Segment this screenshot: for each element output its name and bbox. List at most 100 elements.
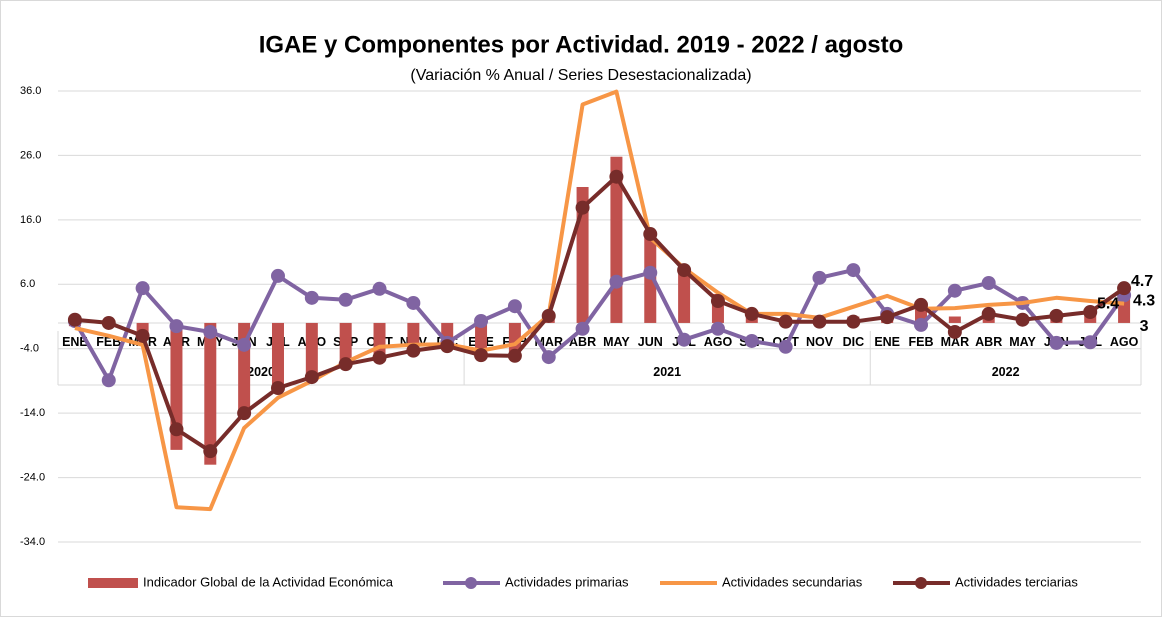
marker bbox=[914, 297, 929, 312]
marker bbox=[406, 343, 421, 358]
legend-label: Actividades terciarias bbox=[955, 574, 1078, 589]
bar bbox=[948, 316, 961, 323]
marker bbox=[135, 328, 150, 343]
marker bbox=[710, 321, 725, 336]
x-tick-label: MAY bbox=[1009, 335, 1036, 349]
bar bbox=[508, 322, 521, 352]
marker bbox=[947, 283, 962, 298]
marker bbox=[812, 314, 827, 329]
marker bbox=[981, 275, 996, 290]
marker bbox=[643, 227, 658, 242]
marker bbox=[914, 317, 929, 332]
marker bbox=[880, 310, 895, 325]
x-tick-label: AGO bbox=[1110, 335, 1139, 349]
line bbox=[74, 174, 1126, 454]
legend-label: Actividades primarias bbox=[505, 574, 629, 589]
marker bbox=[270, 268, 285, 283]
data-label: 5.4 bbox=[1097, 295, 1119, 312]
marker bbox=[474, 314, 489, 329]
x-tick-label: ABR bbox=[975, 335, 1002, 349]
x-tick-label: AGO bbox=[704, 335, 733, 349]
marker bbox=[575, 321, 590, 336]
x-tick-label: FEB bbox=[909, 335, 934, 349]
chart-subtitle: (Variación % Anual / Series Desestaciona… bbox=[410, 67, 751, 84]
marker bbox=[744, 306, 759, 321]
data-label: 4.7 bbox=[1131, 273, 1153, 290]
y-tick-label: -14.0 bbox=[20, 407, 45, 419]
marker bbox=[270, 381, 285, 396]
bar bbox=[339, 322, 352, 365]
year-label: 2020 bbox=[247, 365, 275, 379]
marker bbox=[203, 444, 218, 459]
marker bbox=[406, 295, 421, 310]
legend-label: Indicador Global de la Actividad Económi… bbox=[143, 574, 394, 589]
marker bbox=[67, 312, 82, 327]
x-tick-label: ENE bbox=[874, 335, 900, 349]
year-label: 2021 bbox=[653, 365, 681, 379]
marker bbox=[101, 373, 116, 388]
marker bbox=[1015, 312, 1030, 327]
marker bbox=[846, 263, 861, 278]
y-tick-label: -24.0 bbox=[20, 471, 45, 483]
marker bbox=[778, 339, 793, 354]
marker bbox=[846, 314, 861, 329]
marker bbox=[947, 324, 962, 339]
marker bbox=[812, 270, 827, 285]
y-tick-label: -4.0 bbox=[20, 343, 39, 355]
marker bbox=[338, 357, 353, 372]
marker bbox=[440, 339, 455, 354]
year-label: 2022 bbox=[992, 365, 1020, 379]
marker bbox=[677, 332, 692, 347]
marker bbox=[101, 315, 116, 330]
marker bbox=[1083, 335, 1098, 350]
x-tick-label: ENE bbox=[62, 335, 88, 349]
marker bbox=[609, 169, 624, 184]
marker bbox=[1049, 308, 1064, 323]
marker bbox=[710, 294, 725, 309]
data-label: 3 bbox=[1140, 318, 1149, 335]
legend-swatch bbox=[88, 578, 138, 588]
marker bbox=[1117, 281, 1132, 296]
marker bbox=[778, 314, 793, 329]
marker bbox=[304, 370, 319, 385]
y-tick-label: 6.0 bbox=[20, 278, 35, 290]
marker bbox=[1083, 304, 1098, 319]
marker bbox=[372, 281, 387, 296]
marker bbox=[609, 274, 624, 289]
marker bbox=[474, 348, 489, 363]
marker bbox=[981, 306, 996, 321]
line bbox=[73, 268, 1126, 383]
marker bbox=[169, 319, 184, 334]
marker bbox=[744, 333, 759, 348]
legend-marker bbox=[465, 577, 477, 589]
bar bbox=[678, 272, 691, 323]
marker bbox=[541, 308, 556, 323]
marker bbox=[203, 324, 218, 339]
marker bbox=[507, 348, 522, 363]
marker bbox=[643, 265, 658, 280]
bar bbox=[305, 322, 318, 378]
x-tick-label: MAR bbox=[941, 335, 969, 349]
marker bbox=[677, 263, 692, 278]
marker bbox=[1049, 335, 1064, 350]
marker bbox=[237, 406, 252, 421]
legend-marker bbox=[915, 577, 927, 589]
chart-title: IGAE y Componentes por Actividad. 2019 -… bbox=[259, 31, 904, 58]
bar bbox=[475, 322, 488, 356]
marker bbox=[135, 281, 150, 296]
marker bbox=[372, 350, 387, 365]
x-tick-label: NOV bbox=[806, 335, 834, 349]
marker bbox=[507, 299, 522, 314]
line bbox=[74, 89, 1125, 512]
bar bbox=[407, 322, 420, 349]
marker bbox=[541, 350, 556, 365]
legend-label: Actividades secundarias bbox=[722, 574, 863, 589]
marker bbox=[338, 292, 353, 307]
x-tick-label: JUN bbox=[638, 335, 663, 349]
y-tick-label: 26.0 bbox=[20, 149, 41, 161]
bar bbox=[204, 322, 217, 465]
x-tick-label: DIC bbox=[843, 335, 865, 349]
y-tick-label: 36.0 bbox=[20, 85, 41, 97]
bar bbox=[271, 322, 284, 385]
